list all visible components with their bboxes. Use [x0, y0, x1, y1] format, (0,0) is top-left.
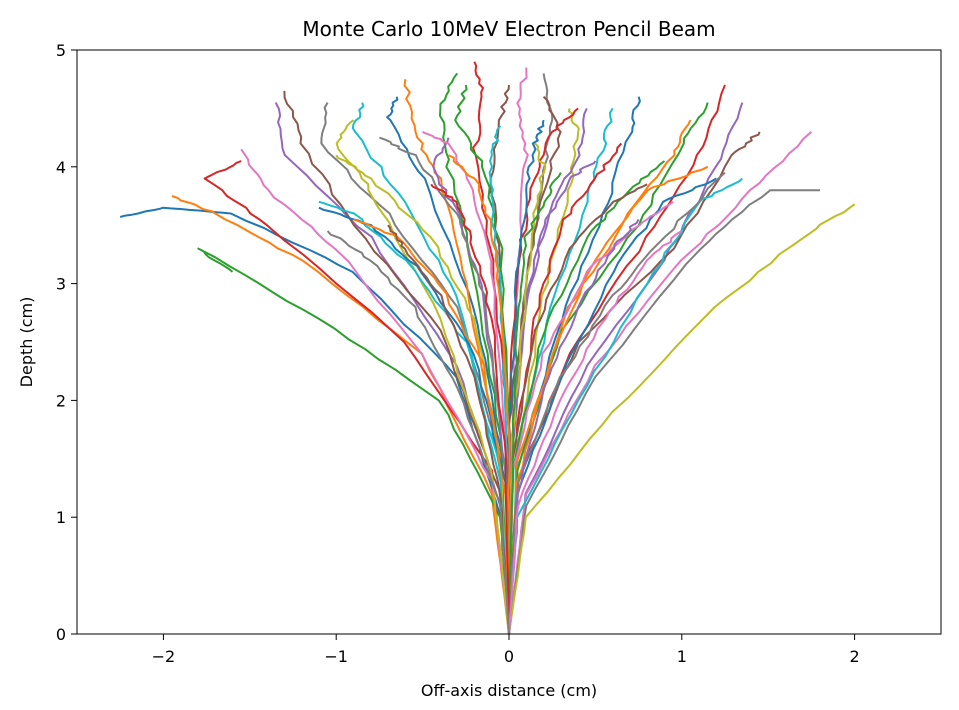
y-tick-label: 1 — [56, 508, 66, 527]
trajectory-line — [508, 131, 813, 635]
y-tick-label: 0 — [56, 625, 66, 644]
y-axis-ticks: 0 1 2 3 4 5 — [56, 41, 77, 644]
trajectory-line — [430, 183, 510, 635]
trajectory-line — [326, 230, 510, 635]
trajectory-line — [387, 224, 510, 635]
plot-area — [76, 49, 942, 635]
chart-title: Monte Carlo 10MeV Electron Pencil Beam — [302, 17, 715, 41]
x-tick-label: −1 — [324, 647, 348, 666]
x-axis-label: Off-axis distance (cm) — [421, 681, 597, 700]
trajectory-line — [508, 203, 856, 635]
x-tick-label: 1 — [677, 647, 687, 666]
x-tick-label: 0 — [504, 647, 514, 666]
trajectory-line — [448, 154, 511, 635]
trajectory-line — [171, 195, 510, 635]
y-axis-label: Depth (cm) — [17, 297, 36, 388]
trajectory-line — [508, 230, 683, 635]
trajectory-line — [335, 154, 510, 635]
trajectory-line — [507, 119, 545, 634]
series-layer — [119, 61, 856, 635]
y-tick-label: 4 — [56, 158, 66, 177]
x-axis-ticks: −2 −1 0 1 2 — [152, 634, 860, 666]
x-tick-label: 2 — [850, 647, 860, 666]
trajectory-line — [335, 119, 510, 635]
trajectory-line — [508, 189, 820, 635]
trajectory-line — [508, 172, 562, 635]
y-tick-label: 2 — [56, 391, 66, 410]
y-tick-label: 5 — [56, 41, 66, 60]
y-tick-label: 3 — [56, 275, 66, 294]
x-tick-label: −2 — [152, 647, 176, 666]
